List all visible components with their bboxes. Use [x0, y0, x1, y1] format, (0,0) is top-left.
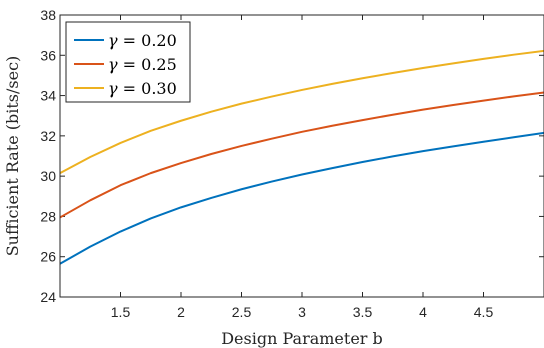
y-tick-label: 36: [40, 47, 56, 63]
series-line-2: [59, 91, 544, 219]
plot-frame: [59, 14, 544, 298]
y-axis-label: Sufficient Rate (bits/sec): [3, 56, 22, 257]
legend-label-3: γ = 0.30: [108, 79, 177, 98]
y-tick-label: 24: [40, 289, 56, 305]
x-axis-ticks: 1.5 2 2.5 3 3.5 4 4.5: [111, 15, 494, 320]
legend-label-2: γ = 0.25: [108, 55, 177, 74]
y-tick-label: 30: [40, 168, 56, 184]
y-tick-label: 32: [40, 128, 56, 144]
y-tick-label: 34: [40, 88, 56, 104]
x-tick-label: 3: [298, 304, 306, 320]
axis-labels: Design Parameter b Sufficient Rate (bits…: [3, 56, 383, 348]
x-tick-label: 4.5: [474, 304, 494, 320]
series-line-1: [59, 131, 544, 265]
y-tick-label: 38: [40, 7, 56, 23]
legend-label-1: γ = 0.20: [108, 31, 177, 50]
y-axis-ticks: 24 26 28 30 32 34 36 38: [40, 7, 544, 305]
y-tick-label: 28: [40, 208, 56, 224]
series-line-3: [59, 49, 544, 175]
x-tick-label: 1.5: [111, 304, 131, 320]
x-tick-label: 2.5: [232, 304, 252, 320]
legend: γ = 0.20 γ = 0.25 γ = 0.30: [65, 21, 191, 103]
x-axis-label: Design Parameter b: [221, 329, 383, 348]
y-tick-label: 26: [40, 249, 56, 265]
x-tick-label: 2: [177, 304, 185, 320]
series-lines: [59, 49, 544, 265]
x-tick-label: 4: [419, 304, 427, 320]
x-tick-label: 3.5: [353, 304, 373, 320]
